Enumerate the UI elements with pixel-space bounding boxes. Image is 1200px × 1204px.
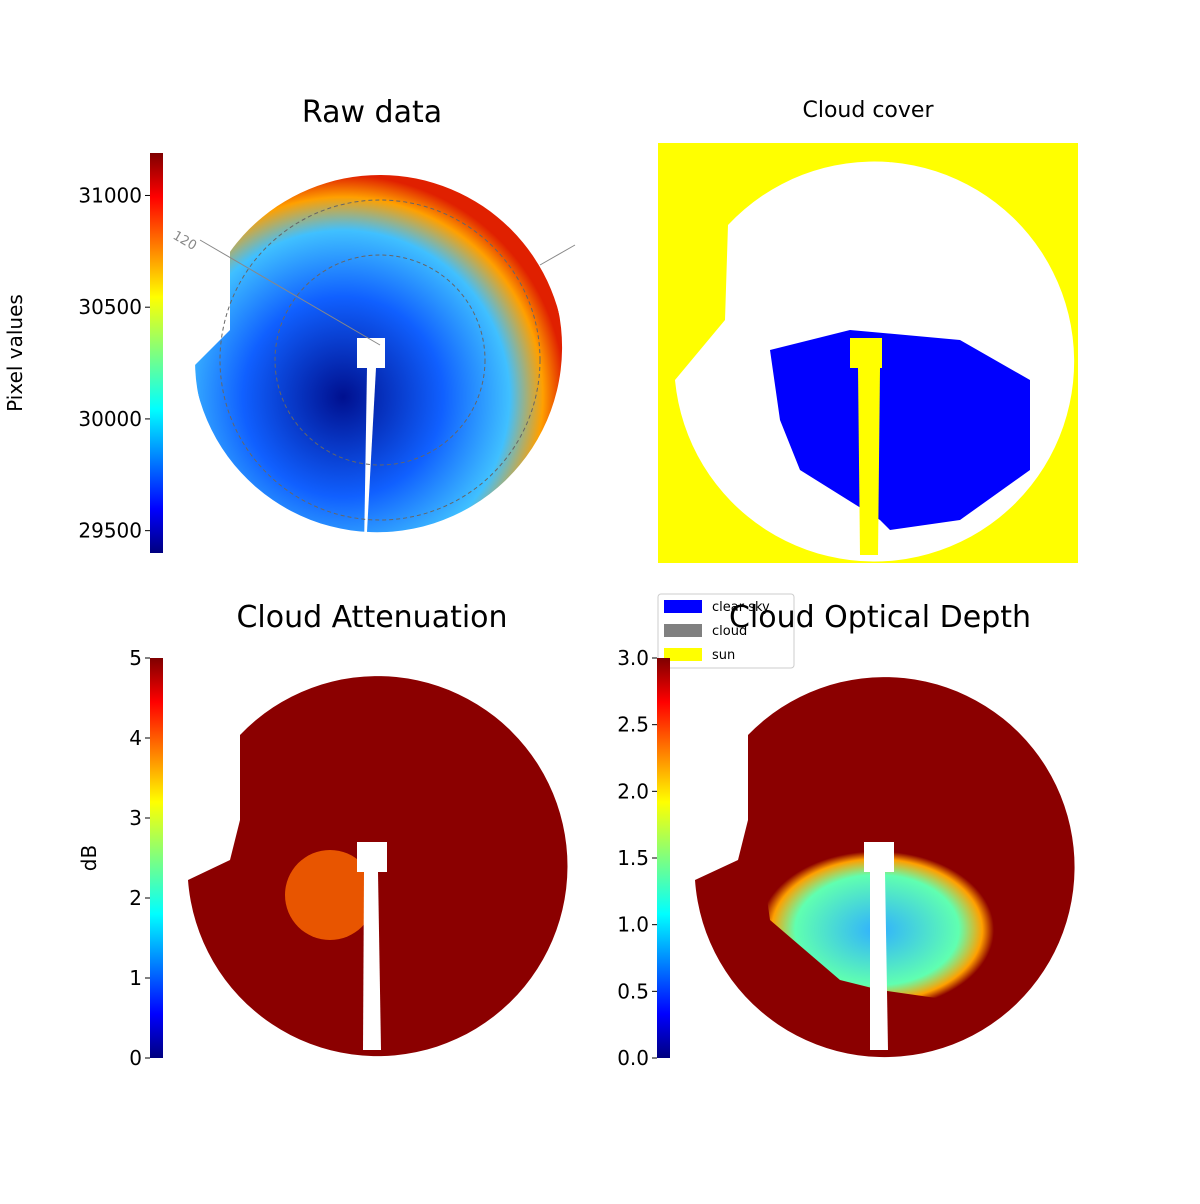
colorbar-tick-label: 1.0 <box>617 913 649 937</box>
colorbar-tick-label: 2.0 <box>617 779 649 803</box>
colorbar-label: dB <box>77 845 101 871</box>
cloud-cover-image <box>658 143 1078 563</box>
optical-depth-image <box>695 677 1075 1058</box>
legend-label: clear sky <box>712 600 770 615</box>
colorbar-tick-label: 30000 <box>78 407 142 431</box>
colorbar-tick-label: 2.5 <box>617 713 649 737</box>
colorbar-tick-label: 1.5 <box>617 846 649 870</box>
colorbar-tick-label: 1 <box>129 966 142 990</box>
legend-swatch <box>664 600 702 613</box>
colorbar-tick-label: 31000 <box>78 183 142 207</box>
attenuation-image <box>188 676 568 1057</box>
panel-title: Cloud cover <box>803 98 935 123</box>
colorbar-tick-label: 3.0 <box>617 646 649 670</box>
colorbar <box>150 153 163 553</box>
colorbar-tick-label: 0.5 <box>617 979 649 1003</box>
raw-image <box>195 175 576 550</box>
legend-label: sun <box>712 648 735 663</box>
colorbar-tick-label: 2 <box>129 886 142 910</box>
colorbar-tick-label: 0 <box>129 1046 142 1070</box>
legend-swatch <box>664 624 702 637</box>
colorbar-tick-label: 4 <box>129 726 142 750</box>
colorbar-label: Pixel values <box>3 294 27 412</box>
legend-label: cloud <box>712 624 747 639</box>
colorbar <box>150 658 163 1058</box>
colorbar-tick-label: 29500 <box>78 519 142 543</box>
panel-title: Cloud Attenuation <box>236 600 507 635</box>
colorbar-tick-label: 3 <box>129 806 142 830</box>
polar-annotation: 120 <box>170 228 199 253</box>
colorbar-tick-label: 5 <box>129 646 142 670</box>
legend-swatch <box>664 648 702 661</box>
colorbar <box>657 658 670 1058</box>
panel-title: Cloud Optical Depth <box>729 600 1031 635</box>
colorbar-tick-label: 0.0 <box>617 1046 649 1070</box>
colorbar-tick-label: 30500 <box>78 295 142 319</box>
panel-title: Raw data <box>302 95 442 130</box>
